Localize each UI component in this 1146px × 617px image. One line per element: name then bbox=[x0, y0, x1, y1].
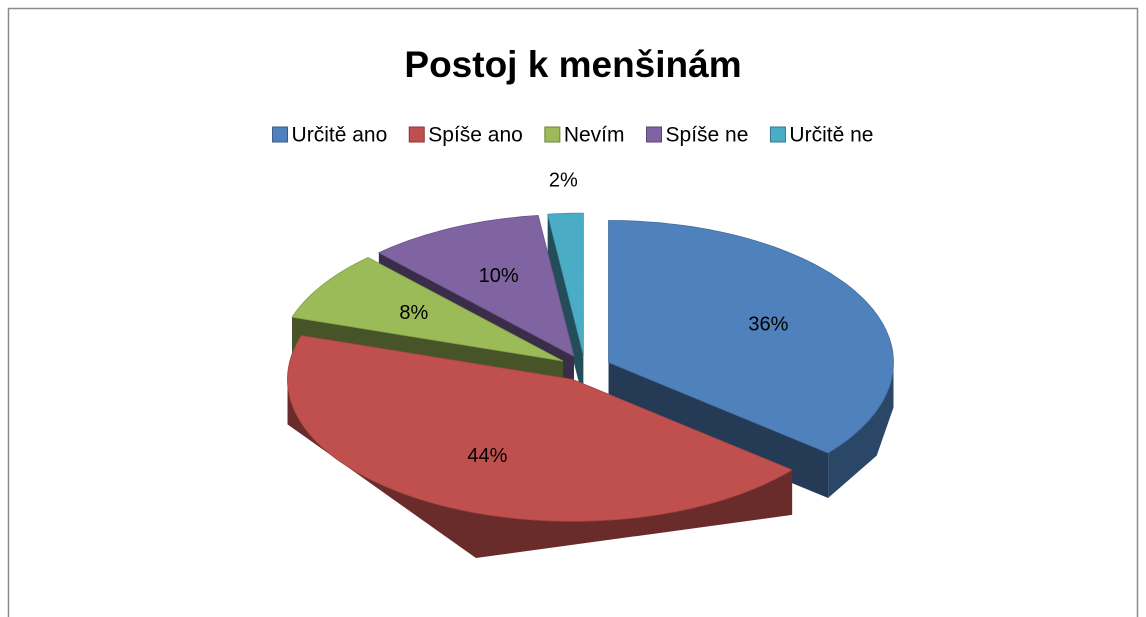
legend-swatch bbox=[272, 126, 289, 143]
slice bbox=[547, 212, 584, 356]
data-label: 36% bbox=[748, 313, 788, 335]
slice bbox=[291, 257, 564, 362]
slice bbox=[377, 214, 575, 358]
chart-title: Postoj k menšinám bbox=[404, 44, 741, 85]
legend: Určitě ano Spíše ano Nevím Spíše ne Určitě n… bbox=[272, 124, 873, 147]
slice bbox=[608, 220, 894, 454]
legend-label: Určitě ano bbox=[292, 124, 388, 147]
data-label: 44% bbox=[467, 445, 507, 467]
data-label: 8% bbox=[399, 302, 428, 324]
legend-swatch bbox=[408, 126, 425, 143]
data-label: 10% bbox=[479, 265, 519, 287]
legend-swatch bbox=[769, 126, 786, 143]
slice bbox=[287, 335, 794, 522]
slice-wall bbox=[547, 214, 584, 401]
legend-swatch bbox=[544, 126, 561, 143]
legend-label: Nevím bbox=[564, 124, 625, 147]
data-label: 2% bbox=[549, 170, 578, 192]
slice-rim bbox=[287, 379, 793, 558]
legend-label: Spíše ano bbox=[428, 124, 523, 147]
legend-swatch bbox=[646, 126, 663, 143]
legend-label: Určitě ne bbox=[789, 124, 873, 147]
pie: 36% 44% 8% 10% 2% bbox=[287, 170, 894, 558]
chart-frame bbox=[7, 7, 1139, 617]
slice-rim bbox=[828, 362, 894, 498]
legend-label: Spíše ne bbox=[666, 124, 749, 147]
